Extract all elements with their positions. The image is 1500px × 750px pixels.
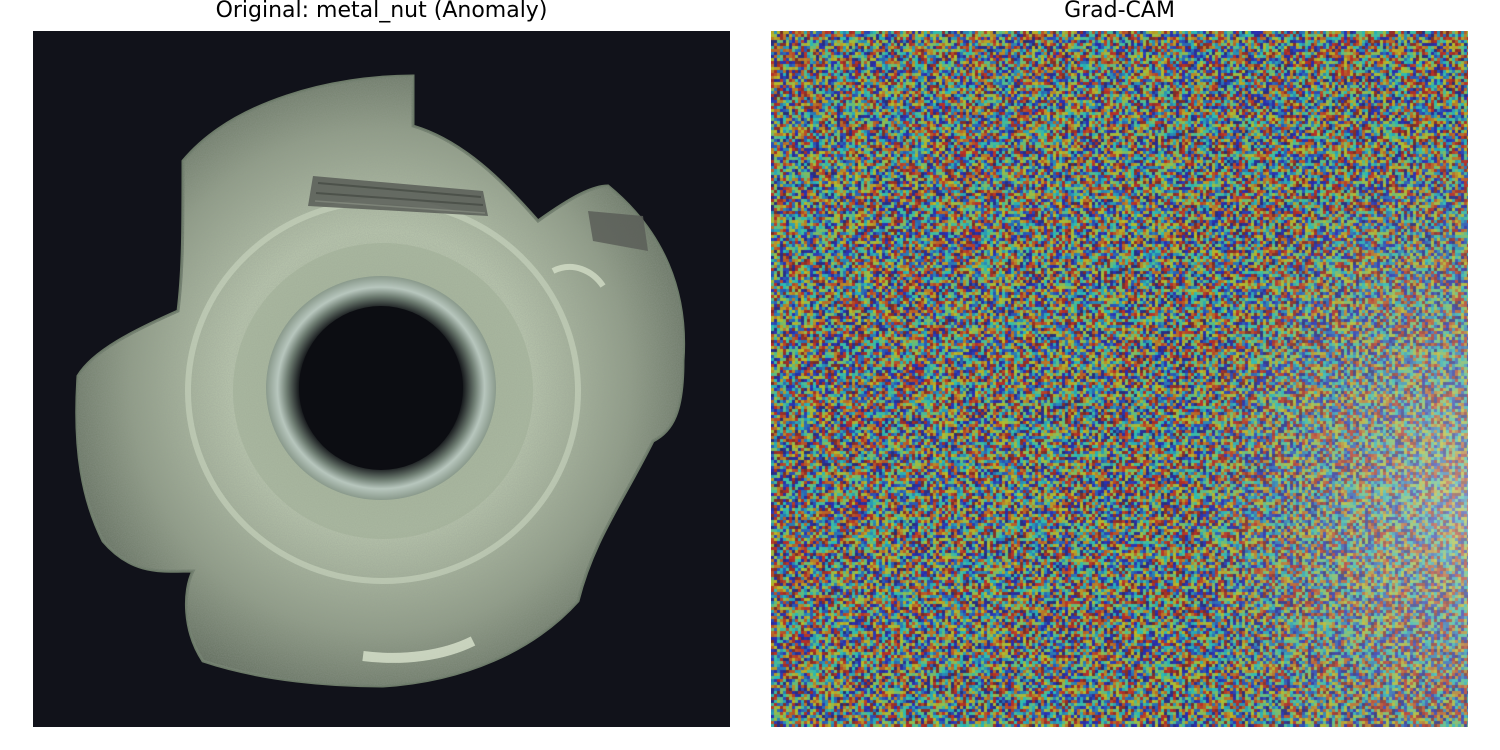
gradcam-panel-title: Grad-CAM — [1064, 0, 1175, 23]
gradcam-image — [771, 31, 1468, 727]
original-image — [33, 31, 730, 727]
scratch-defect — [308, 176, 648, 251]
original-panel-title: Original: metal_nut (Anomaly) — [215, 0, 548, 23]
gradcam-heatmap-overlay — [771, 31, 1468, 727]
metal-nut-shape — [75, 74, 686, 688]
metal-nut-photo — [33, 31, 730, 727]
